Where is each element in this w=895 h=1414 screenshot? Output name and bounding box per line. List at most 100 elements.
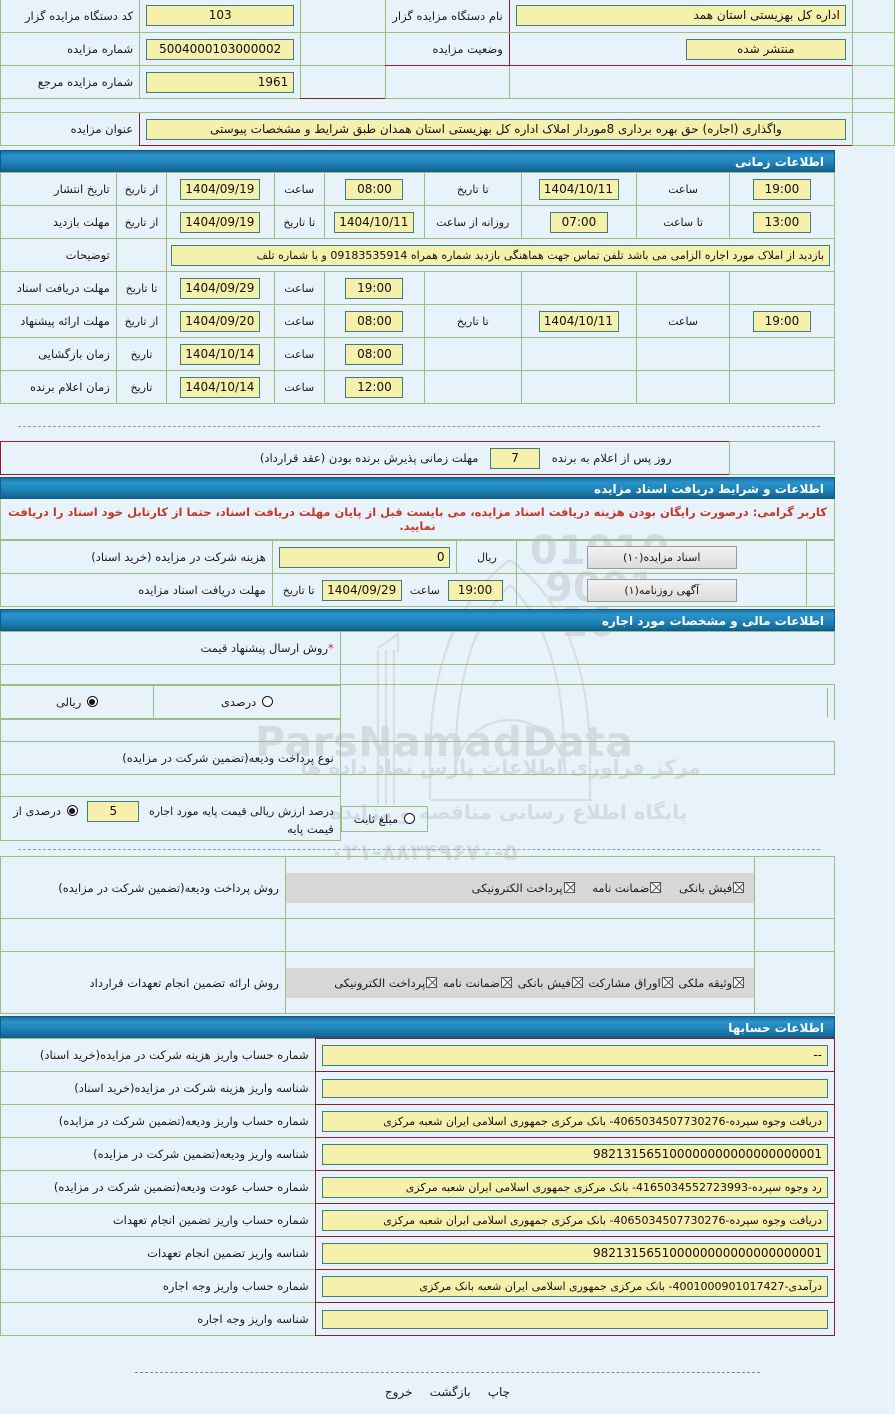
visit-to-date-field[interactable]: 1404/10/11 <box>334 211 415 233</box>
guarantee-option-property-deed-label: وثیقه ملکی <box>678 975 733 990</box>
rent-payment-id-field[interactable] <box>321 1309 828 1329</box>
opening-date-field[interactable]: 1404/10/14 <box>180 343 261 365</box>
auction-title-field[interactable]: واگذاری (اجاره) حق بهره برداری 8موردار ا… <box>146 118 846 140</box>
winner-announce-time-label: ساعت <box>273 370 325 404</box>
guarantee-option-participation-bonds[interactable]: اوراق مشارکت <box>588 976 673 990</box>
docs-receive-date-field[interactable]: 1404/09/29 <box>322 579 403 601</box>
docs-deadline-time-field[interactable]: 19:00 <box>345 277 404 299</box>
payment-methods-table: فیش بانکی ضمانت نامه پرداخت الکترونیکی ر… <box>0 856 835 1014</box>
fee-payment-id-field[interactable] <box>321 1078 828 1098</box>
auction-org-code-field[interactable]: 103 <box>146 5 295 27</box>
bid-from-date-field[interactable]: 1404/09/20 <box>180 310 261 332</box>
deposit-payment-id-field[interactable]: 982131565100000000000000000001 <box>321 1143 828 1165</box>
checkbox-icon[interactable] <box>733 881 745 893</box>
checkbox-icon[interactable] <box>650 881 662 893</box>
bid-from-date-label: از تاریخ <box>115 304 168 338</box>
guarantee-option-guarantee-letter-label: ضمانت نامه <box>442 975 500 990</box>
table-row-price-options: درصدی ریالی <box>0 684 836 720</box>
docs-deadline-date-field[interactable]: 1404/09/29 <box>180 277 261 299</box>
deposit-type-label: نوع پرداخت ودیعه(تضمین شرکت در مزایده) <box>0 741 341 775</box>
checkbox-icon[interactable] <box>733 976 745 988</box>
guarantee-option-electronic-payment[interactable]: پرداخت الکترونیکی <box>334 976 438 990</box>
visit-from-date-label: از تاریخ <box>115 205 168 239</box>
price-method-percent-radio[interactable] <box>261 696 273 707</box>
table-row: اسناد مزایده(۱۰) ریال 0 هزینه شرکت در مز… <box>0 540 835 574</box>
deposit-percent-field[interactable]: 5 <box>87 801 140 822</box>
deposit-refund-account-field[interactable]: رد وجوه سپرده-4165034552723993- بانک مرک… <box>321 1176 828 1198</box>
table-row: 12:00 ساعت 1404/10/14 تاریخ زمان اعلام ب… <box>0 370 836 404</box>
bid-to-time-label: ساعت <box>636 304 730 338</box>
deposit-option-electronic-payment[interactable]: پرداخت الکترونیکی <box>472 881 575 895</box>
publish-from-time-field[interactable]: 08:00 <box>345 178 404 200</box>
deposit-fixed-amount-radio[interactable] <box>403 812 415 824</box>
winner-acceptance-days-field[interactable]: 7 <box>490 447 541 469</box>
checkbox-icon[interactable] <box>563 881 575 893</box>
docs-receive-time-field[interactable]: 19:00 <box>447 579 503 601</box>
publish-from-date-label: از تاریخ <box>115 172 168 206</box>
winner-announce-time-field[interactable]: 12:00 <box>345 376 404 398</box>
docs-notice-text: کاربر گرامی: درصورت رایگان بودن هزینه در… <box>0 499 835 540</box>
visit-from-time-field[interactable]: 07:00 <box>549 211 608 233</box>
winner-acceptance-table: روز پس از اعلام به برنده 7 مهلت زمانی پذ… <box>0 441 835 475</box>
auction-documents-button[interactable]: اسناد مزایده(۱۰) <box>586 545 737 569</box>
deposit-account-number-field[interactable]: دریافت وجوه سپرده-4065034507730276- بانک… <box>321 1110 828 1132</box>
checkbox-icon[interactable] <box>426 976 438 988</box>
obligations-guarantee-account-label: شماره حساب واریز تضمین انجام تعهدات <box>0 1203 316 1237</box>
auction-status-field[interactable]: منتشر شده <box>685 38 846 60</box>
currency-unit-label: ریال <box>456 540 518 574</box>
section-header-docs: اطلاعات و شرایط دریافت اسناد مزایده <box>0 477 835 499</box>
bid-to-date-label: تا تاریخ <box>423 304 522 338</box>
docs-receive-date-label: تا تاریخ <box>282 583 315 597</box>
print-link[interactable]: چاپ <box>487 1385 511 1399</box>
deposit-option-bank-receipt[interactable]: فیش بانکی <box>679 880 745 895</box>
table-row <box>0 918 835 952</box>
bid-to-time-field[interactable]: 19:00 <box>752 310 811 332</box>
deposit-option-bank-receipt-label: فیش بانکی <box>679 880 733 895</box>
guarantee-option-guarantee-letter[interactable]: ضمانت نامه <box>443 976 512 990</box>
auction-org-name-field[interactable]: اداره کل بهزیستی استان همد <box>515 5 846 27</box>
publish-to-time-label: ساعت <box>636 172 730 206</box>
auction-status-label: وضعیت مزایده <box>385 32 510 66</box>
checkbox-icon[interactable] <box>661 976 673 988</box>
notes-label: توضیحات <box>0 238 117 272</box>
guarantee-option-bank-receipt[interactable]: فیش بانکی <box>518 976 583 990</box>
visit-from-date-field[interactable]: 1404/09/19 <box>180 211 261 233</box>
auction-number-field[interactable]: 5004000103000002 <box>146 38 295 60</box>
table-row: -- شماره حساب واریز هزینه شرکت در مزایده… <box>0 1038 836 1072</box>
contract-guarantee-method-label: روش ارائه تضمین انجام تعهدات قرارداد <box>0 951 286 1014</box>
newspaper-ad-button[interactable]: آگهی روزنامه(۱) <box>586 578 737 602</box>
back-link[interactable]: بازگشت <box>429 1385 471 1399</box>
table-row: 982131565100000000000000000001 شناسه وار… <box>0 1236 836 1270</box>
docs-deadline-row-label: مهلت دریافت اسناد <box>0 271 117 305</box>
auction-ref-number-field[interactable]: 1961 <box>146 71 295 93</box>
checkbox-icon[interactable] <box>571 976 583 988</box>
publish-from-date-field[interactable]: 1404/09/19 <box>180 178 261 200</box>
participation-fee-field[interactable]: 0 <box>278 546 451 568</box>
checkbox-icon[interactable] <box>500 976 512 988</box>
notes-field[interactable]: بازدید از املاک مورد اجاره الزامی می باش… <box>171 244 830 266</box>
auction-org-name-label: نام دستگاه مزایده گزار <box>385 0 510 33</box>
exit-link[interactable]: خروج <box>384 1385 413 1399</box>
deposit-payment-method-label: روش پرداخت ودیعه(تضمین شرکت در مزایده) <box>0 856 286 919</box>
table-row <box>0 664 835 685</box>
auction-ref-number-label: شماره مزایده مرجع <box>0 65 141 99</box>
price-method-rial-radio[interactable] <box>86 696 98 707</box>
opening-time-field[interactable]: 08:00 <box>345 343 404 365</box>
guarantee-option-property-deed[interactable]: وثیقه ملکی <box>678 975 745 990</box>
winner-announce-date-field[interactable]: 1404/10/14 <box>180 376 261 398</box>
deposit-percent-radio[interactable] <box>66 805 78 816</box>
table-row: رد وجوه سپرده-4165034552723993- بانک مرک… <box>0 1170 836 1204</box>
obligations-guarantee-id-field[interactable]: 982131565100000000000000000001 <box>321 1242 828 1264</box>
bid-to-date-field[interactable]: 1404/10/11 <box>538 310 619 332</box>
fee-account-number-field[interactable]: -- <box>321 1044 828 1066</box>
obligations-guarantee-account-field[interactable]: دریافت وجوه سپرده-4065034507730276- بانک… <box>321 1209 828 1231</box>
rent-payment-account-field[interactable]: درآمدی-4001000901017427- بانک مرکزی جمهو… <box>321 1275 828 1297</box>
publish-to-time-field[interactable]: 19:00 <box>752 178 811 200</box>
visit-to-time-field[interactable]: 13:00 <box>752 211 811 233</box>
deposit-option-guarantee-letter[interactable]: ضمانت نامه <box>592 881 662 895</box>
bid-from-time-field[interactable]: 08:00 <box>345 310 404 332</box>
table-row: 13:00 تا ساعت 07:00 روزانه از ساعت 1404/… <box>0 205 836 239</box>
publish-date-row-label: تاریخ انتشار <box>0 172 117 206</box>
publish-to-date-field[interactable]: 1404/10/11 <box>538 178 619 200</box>
opening-time-label: ساعت <box>273 337 325 371</box>
